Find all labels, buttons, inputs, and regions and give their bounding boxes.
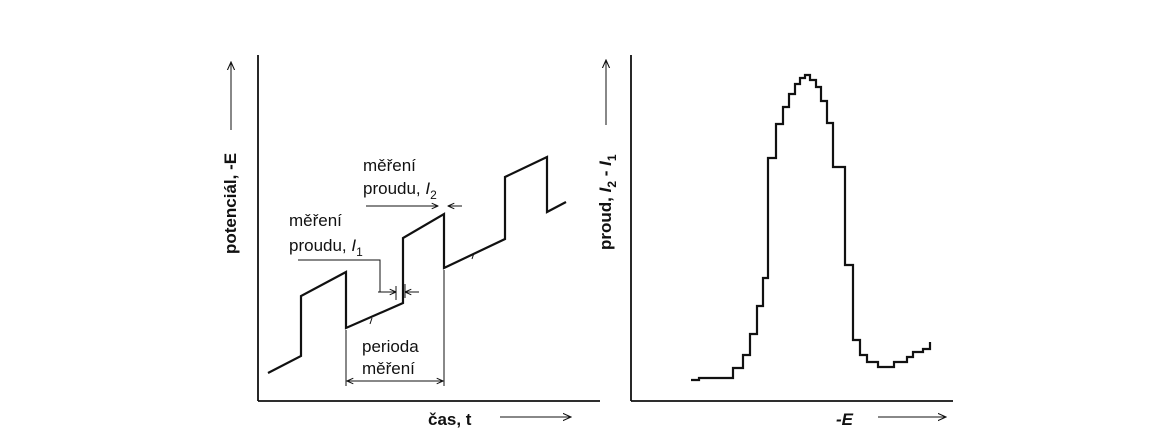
segment-tick-2 bbox=[471, 252, 475, 260]
left-y-axis-label: potenciál, -E bbox=[221, 153, 240, 254]
svg-text:měření: měření bbox=[362, 359, 415, 378]
right-panel: proud, I2 - I1 -E bbox=[596, 55, 953, 429]
right-x-axis-label: -E bbox=[836, 410, 854, 429]
left-x-axis-label: čas, t bbox=[428, 410, 472, 429]
left-panel: potenciál, -E čas, t měření proudu, I1 m… bbox=[221, 55, 600, 429]
svg-text:proud, I2 - I1: proud, I2 - I1 bbox=[596, 154, 619, 250]
svg-text:proudu, I1: proudu, I1 bbox=[289, 236, 363, 259]
segment-tick-1 bbox=[369, 317, 373, 325]
annotation-period: perioda měření bbox=[345, 270, 445, 386]
current-peak-curve bbox=[691, 73, 932, 382]
svg-text:proudu, I2: proudu, I2 bbox=[363, 179, 437, 202]
svg-text:měření: měření bbox=[289, 211, 342, 230]
svg-text:potenciál, -E: potenciál, -E bbox=[221, 153, 240, 254]
potential-waveform bbox=[267, 155, 567, 374]
svg-text:měření: měření bbox=[363, 156, 416, 175]
annotation-current-i2: měření proudu, I2 bbox=[363, 156, 462, 206]
right-y-axis-label: proud, I2 - I1 bbox=[596, 154, 619, 250]
annotation-current-i1: měření proudu, I1 bbox=[289, 211, 419, 300]
i1-leader-line bbox=[298, 259, 381, 292]
svg-text:perioda: perioda bbox=[362, 337, 419, 356]
